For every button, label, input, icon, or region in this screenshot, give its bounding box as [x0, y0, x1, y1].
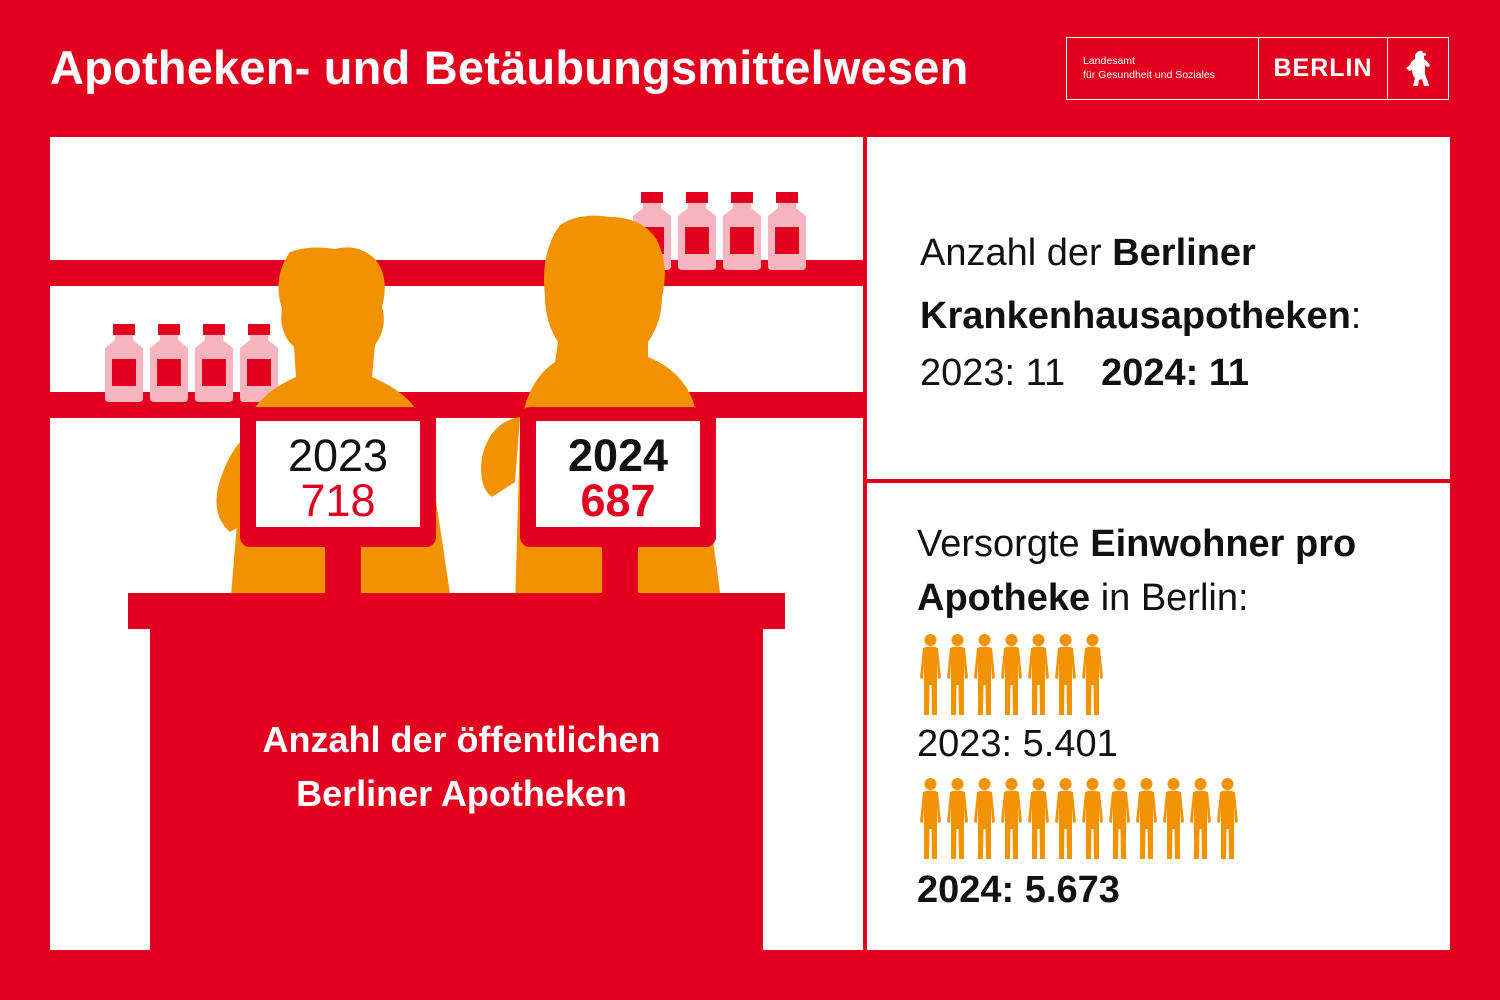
label-line-1: Anzahl der öffentlichen [262, 719, 661, 760]
person-icon [1108, 777, 1131, 859]
lower-bottles [105, 324, 278, 402]
lageso-berlin-logo: Landesamt für Gesundheit und Soziales BE… [1066, 37, 1449, 100]
monitor-2024 [520, 407, 716, 597]
residents-value-2024: 2024: 5.673 [917, 869, 1120, 911]
pharmacy-illustration [50, 192, 863, 950]
hospital-heading-bold-2: Krankenhausapotheken [920, 295, 1351, 337]
person-icon [919, 777, 942, 859]
sign-2023-year: 2023 [287, 430, 389, 481]
public-pharmacies-label: Anzahl der öffentlichen Berliner Apothek… [170, 713, 753, 821]
person-icon [1054, 777, 1077, 859]
hospital-heading-regular: Anzahl der [920, 232, 1113, 274]
upper-bottles [633, 192, 806, 270]
person-icon [1162, 777, 1185, 859]
person-icon [1027, 777, 1050, 859]
sign-2023: 2023 718 [256, 433, 420, 523]
monitor-2023 [240, 407, 436, 597]
page-title: Apotheken- und Betäubungsmittelwesen [50, 41, 969, 94]
residents-heading-line-2: Apotheke in Berlin: [917, 577, 1249, 620]
person-icons-2023 [919, 633, 1104, 715]
person-icon [973, 633, 996, 715]
residents-value-2023: 2023: 5.401 [917, 723, 1118, 765]
hospital-value-2024: 2024: 11 [1101, 352, 1250, 394]
residents-heading-bold-1: Einwohner pro [1090, 523, 1357, 565]
person-icon [1000, 777, 1023, 859]
sign-2024-year: 2024 [567, 430, 669, 481]
hospital-values: 2023: 11 2024: 11 [920, 352, 1249, 395]
person-icon [1189, 777, 1212, 859]
person-icon [1081, 777, 1104, 859]
logo-city: BERLIN [1259, 38, 1388, 99]
residents-heading-regular-1: Versorgte [917, 523, 1091, 565]
logo-line-1: Landesamt [1083, 55, 1135, 67]
pharmacy-scene: 2023 718 2024 687 Anzahl der öffentliche… [50, 137, 863, 950]
counter-top [128, 593, 785, 629]
sign-2023-value: 718 [300, 475, 376, 526]
berlin-bear-icon [1388, 38, 1448, 99]
person-icon [946, 633, 969, 715]
hospital-heading-bold-1: Berliner [1112, 232, 1256, 274]
person-icon [973, 777, 996, 859]
sign-2024-value: 687 [580, 475, 656, 526]
person-icon [1081, 633, 1104, 715]
logo-agency: Landesamt für Gesundheit und Soziales [1067, 38, 1259, 99]
person-icon [1135, 777, 1158, 859]
hospital-pharmacies-panel: Anzahl der Berliner Krankenhausapotheken… [867, 137, 1450, 479]
person-icon [1000, 633, 1023, 715]
hospital-heading-suffix: : [1350, 295, 1362, 337]
hospital-heading-line-1: Anzahl der Berliner [920, 232, 1256, 275]
residents-per-pharmacy-panel: Versorgte Einwohner pro Apotheke in Berl… [867, 483, 1450, 950]
residents-heading-bold-2: Apotheke [917, 577, 1091, 619]
hospital-value-2023: 2023: 11 [920, 352, 1066, 394]
person-icon [1027, 633, 1050, 715]
residents-heading-line-1: Versorgte Einwohner pro [917, 523, 1356, 566]
person-icon [1054, 633, 1077, 715]
person-icon [946, 777, 969, 859]
person-icons-2024 [919, 777, 1239, 859]
residents-heading-regular-2: in Berlin: [1090, 577, 1249, 619]
logo-line-2: für Gesundheit und Soziales [1083, 69, 1215, 81]
person-icon [1216, 777, 1239, 859]
person-icon [919, 633, 942, 715]
hospital-heading-line-2: Krankenhausapotheken: [920, 295, 1361, 338]
sign-2024: 2024 687 [536, 433, 700, 523]
label-line-2: Berliner Apotheken [296, 773, 627, 814]
counter-body [150, 627, 763, 950]
